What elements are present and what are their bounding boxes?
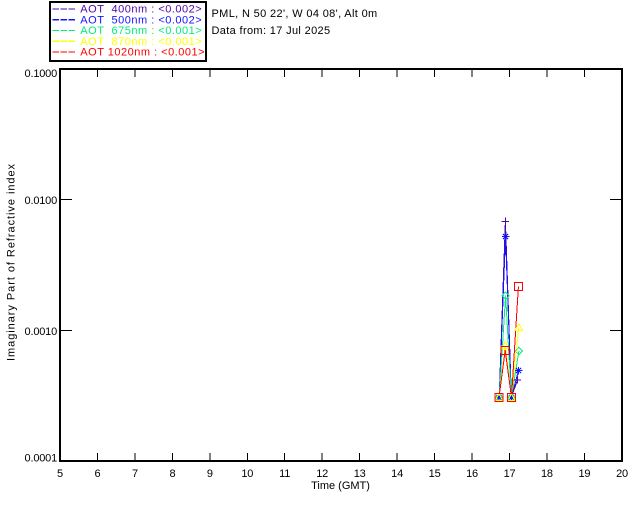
- svg-text:11: 11: [279, 468, 290, 480]
- svg-text:0.0010: 0.0010: [25, 326, 58, 338]
- svg-text:16: 16: [466, 468, 478, 480]
- svg-text:AOT 1020nm : <0.001>: AOT 1020nm : <0.001>: [80, 47, 205, 59]
- svg-text:0.1000: 0.1000: [25, 68, 58, 80]
- svg-text:10: 10: [241, 468, 253, 480]
- svg-text:12: 12: [316, 468, 328, 480]
- svg-text:Imaginary Part of Refractive i: Imaginary Part of Refractive index: [6, 163, 18, 361]
- svg-text:AOT 500nm : <0.002>: AOT 500nm : <0.002>: [80, 14, 202, 26]
- svg-text:19: 19: [578, 468, 590, 480]
- svg-text:8: 8: [169, 468, 175, 480]
- svg-text:18: 18: [541, 468, 553, 480]
- svg-text:Data from: 17 Jul 2025: Data from: 17 Jul 2025: [212, 25, 331, 37]
- svg-text:AOT 870nm : <0.001>: AOT 870nm : <0.001>: [80, 36, 202, 48]
- svg-text:6: 6: [95, 468, 101, 480]
- svg-text:17: 17: [504, 468, 516, 480]
- svg-text:9: 9: [207, 468, 213, 480]
- svg-text:0.0001: 0.0001: [25, 453, 58, 465]
- svg-text:AOT 675nm : <0.001>: AOT 675nm : <0.001>: [80, 25, 202, 37]
- svg-text:Time (GMT): Time (GMT): [311, 480, 370, 492]
- svg-text:0.0100: 0.0100: [25, 195, 58, 207]
- svg-text:AOT 400nm : <0.002>: AOT 400nm : <0.002>: [80, 4, 202, 16]
- svg-text:PML, N 50 22', W 04 08', Alt 0: PML, N 50 22', W 04 08', Alt 0m: [212, 8, 378, 20]
- svg-text:14: 14: [391, 468, 403, 480]
- svg-text:7: 7: [132, 468, 138, 480]
- svg-text:13: 13: [354, 468, 366, 480]
- svg-text:15: 15: [429, 468, 441, 480]
- svg-text:5: 5: [57, 468, 63, 480]
- svg-text:20: 20: [616, 468, 628, 480]
